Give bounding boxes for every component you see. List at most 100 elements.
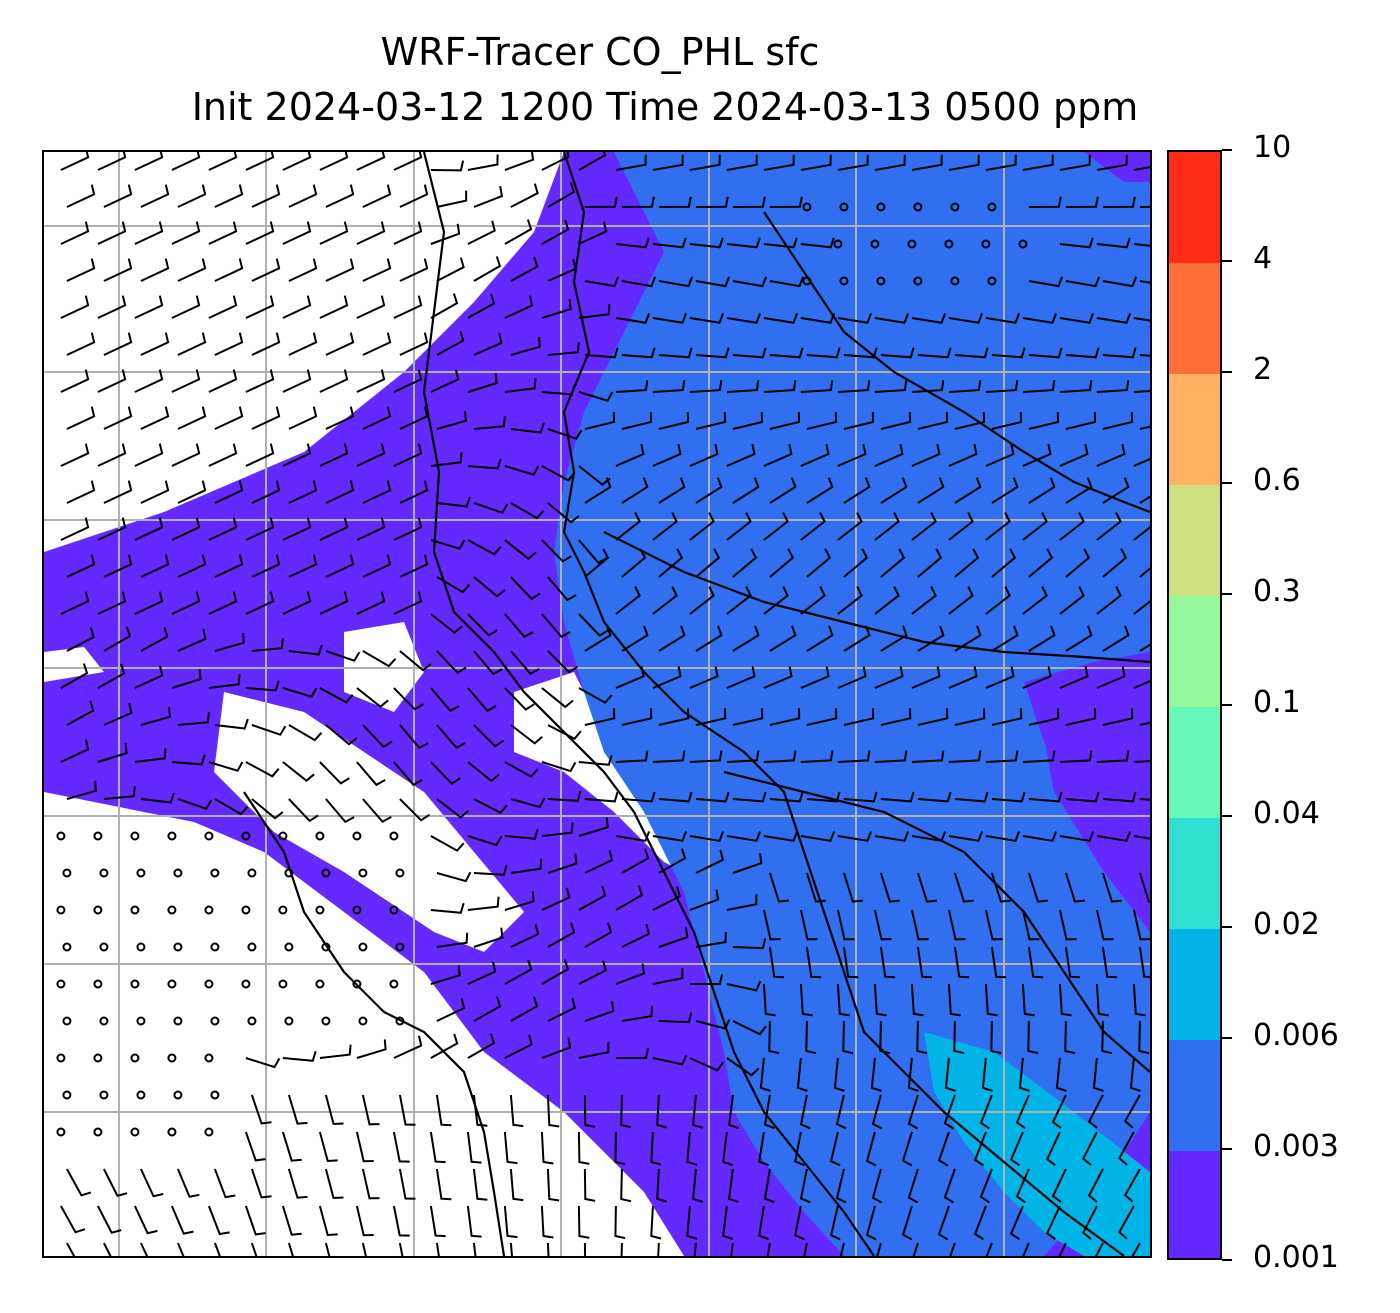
wind-barb [1022,750,1056,763]
wind-barb [245,680,280,692]
wind-barb [1065,791,1100,803]
wind-barb [66,480,96,504]
wind-barb [1027,1020,1039,1055]
wind-barb [1133,389,1150,393]
wind-barb [769,708,801,726]
wind-barb [1028,411,1060,430]
wind-barb [692,1094,703,1129]
wind-barb [732,708,764,726]
wind-barb [985,750,1019,763]
wind-barb [984,909,1003,941]
wind-barb [60,517,90,541]
wind-barb [769,276,805,288]
wind-barb [652,444,682,467]
wind-barb [806,791,841,803]
wind-barb [991,708,1023,726]
wind-barb [245,369,275,393]
wind-barb [245,221,275,245]
wind-barb [879,946,896,979]
wind-barb [177,258,207,282]
wind-barb [578,613,609,637]
calm-wind-circle [56,831,66,841]
wind-barb [1045,1205,1061,1240]
wind-barb [281,1131,302,1162]
wind-barb [1065,625,1093,652]
wind-barb [911,831,947,842]
wind-barb [839,1242,845,1256]
wind-barb [134,665,164,689]
wind-barb [510,996,539,1022]
wind-barb [177,554,207,578]
wind-barb [60,295,90,319]
calm-wind-circle [136,1016,146,1026]
wind-barb [799,983,813,1017]
wind-barb [282,295,312,319]
wind-barb [689,380,723,393]
wind-barb [1102,276,1138,288]
wind-barb [726,444,756,467]
wind-barb [726,313,762,324]
wind-barb [430,761,461,785]
tracer-band-0001-east [1034,682,1150,932]
wind-barb [800,586,826,615]
wind-barb [287,1094,308,1125]
calm-wind-circle [802,202,812,212]
wind-barb [436,798,469,819]
wind-barb [842,946,859,979]
wind-barb [392,1205,410,1237]
wind-barb [208,369,238,393]
wind-barb [393,591,423,615]
wind-barb [614,1205,626,1240]
calm-wind-circle [395,942,405,952]
colorbar-segment [1169,152,1220,263]
wind-barb [509,1094,524,1128]
wind-barb [689,831,725,842]
wind-barb [504,465,540,476]
wind-barb [319,295,349,319]
wind-barb [769,625,797,652]
wind-barb [732,625,760,652]
wind-barb [288,554,318,578]
wind-barb [583,1094,596,1128]
calm-wind-circle [839,202,849,212]
wind-barb [689,154,721,171]
wind-barb [356,295,386,319]
wind-barb [1096,831,1132,842]
wind-barb [472,1242,477,1256]
calm-wind-circle [173,868,183,878]
wind-barb [1139,643,1150,652]
wind-barb [171,221,201,245]
wind-barb [1027,946,1044,979]
wind-barb [985,154,1017,171]
calm-wind-circle [167,1053,177,1063]
colorbar-tick [1222,149,1232,151]
wind-barb [695,548,721,578]
wind-barb [282,369,312,393]
wind-barb [652,886,681,911]
wind-barb [509,1168,524,1202]
wind-barb [282,517,312,541]
wind-barb [695,276,731,288]
wind-barb [97,663,126,689]
wind-barb [1028,477,1056,504]
wind-barb [103,406,133,430]
wind-barb [319,152,349,171]
wind-barb [794,1205,805,1241]
wind-barb [171,443,201,467]
wind-barb [245,761,280,778]
wind-barb [1081,1205,1098,1240]
calm-wind-circle [56,905,66,915]
wind-barb [140,258,170,282]
wind-barb [577,1131,590,1165]
wind-barb [214,718,249,730]
wind-barb [954,708,986,726]
colorbar-tick-label: 0.02 [1253,907,1320,942]
wind-barb [134,221,164,245]
wind-barb [1059,444,1089,467]
wind-barb [435,1168,452,1201]
wind-barb [1139,721,1150,726]
wind-barb [325,554,355,578]
wind-barb [1022,831,1058,842]
wind-barb [103,258,133,282]
wind-barb [874,154,906,171]
